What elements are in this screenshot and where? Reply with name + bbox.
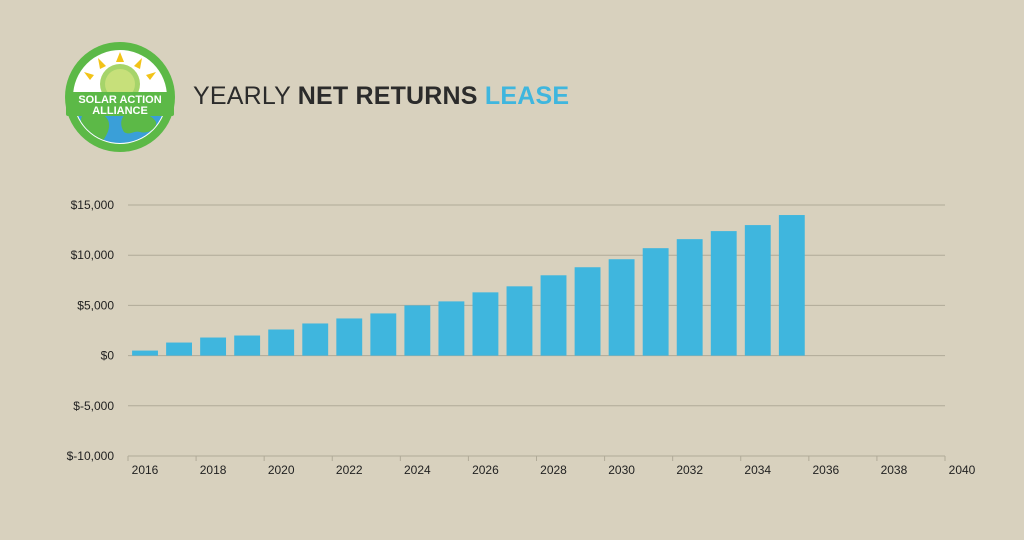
bar-2029 [574,267,601,356]
gridlines [128,204,945,457]
header: SOLAR ACTION ALLIANCE YEARLY NET RETURNS… [60,40,960,155]
bar-2019 [234,335,261,356]
solar-action-alliance-logo: SOLAR ACTION ALLIANCE [60,40,180,155]
page-title: YEARLY NET RETURNS LEASE [193,82,569,111]
logo-graphic: SOLAR ACTION ALLIANCE [65,42,175,152]
bar-2026 [472,292,499,356]
logo-text-line1: SOLAR ACTION [78,94,161,106]
x-tick-label: 2018 [200,463,227,477]
x-tick-label: 2030 [608,463,635,477]
y-tick-label: $-10,000 [67,449,115,463]
y-tick-label: $0 [101,349,115,363]
x-tick-label: 2034 [744,463,771,477]
bar-2023 [370,313,397,356]
x-tick-label: 2036 [813,463,840,477]
y-tick-label: $15,000 [71,198,115,212]
title-part-yearly: YEARLY [193,82,298,110]
bar-2018 [200,337,227,356]
title-part-net-returns: NET RETURNS [297,82,478,110]
x-tick-label: 2038 [881,463,908,477]
bar-2027 [506,286,533,356]
x-tick-label: 2016 [132,463,159,477]
x-tick-label: 2028 [540,463,567,477]
logo-text-line2: ALLIANCE [92,105,148,117]
x-tick-label: 2026 [472,463,499,477]
bar-2033 [710,231,737,356]
y-tick-label: $-5,000 [73,399,114,413]
x-tick-label: 2032 [676,463,703,477]
bar-2035 [778,215,805,356]
bar-2020 [268,329,295,356]
bar-2025 [438,301,465,356]
bar-2034 [744,225,771,356]
x-tick-label: 2020 [268,463,295,477]
title-part-lease: LEASE [484,82,570,110]
bar-2032 [676,239,703,356]
x-tick-label: 2022 [336,463,363,477]
bar-2017 [166,342,192,356]
y-axis-tick-labels: $15,000 $10,000 $5,000 $0 $-5,000 $-10,000 [67,198,115,463]
bar-2022 [336,318,363,356]
bar-2021 [302,323,329,356]
x-tick-label: 2024 [404,463,431,477]
bar-2031 [642,248,669,356]
y-tick-label: $10,000 [71,248,115,262]
bar-2016 [132,350,158,356]
x-tick-label: 2040 [949,463,976,477]
bar-2030 [608,259,635,356]
y-tick-label: $5,000 [77,298,114,312]
bar-2024 [404,305,431,356]
bar-series [132,215,805,356]
bar-2028 [540,275,567,356]
x-axis: 2016 2018 2020 2022 2024 2026 2028 2030 2032 2034… [127,456,976,477]
